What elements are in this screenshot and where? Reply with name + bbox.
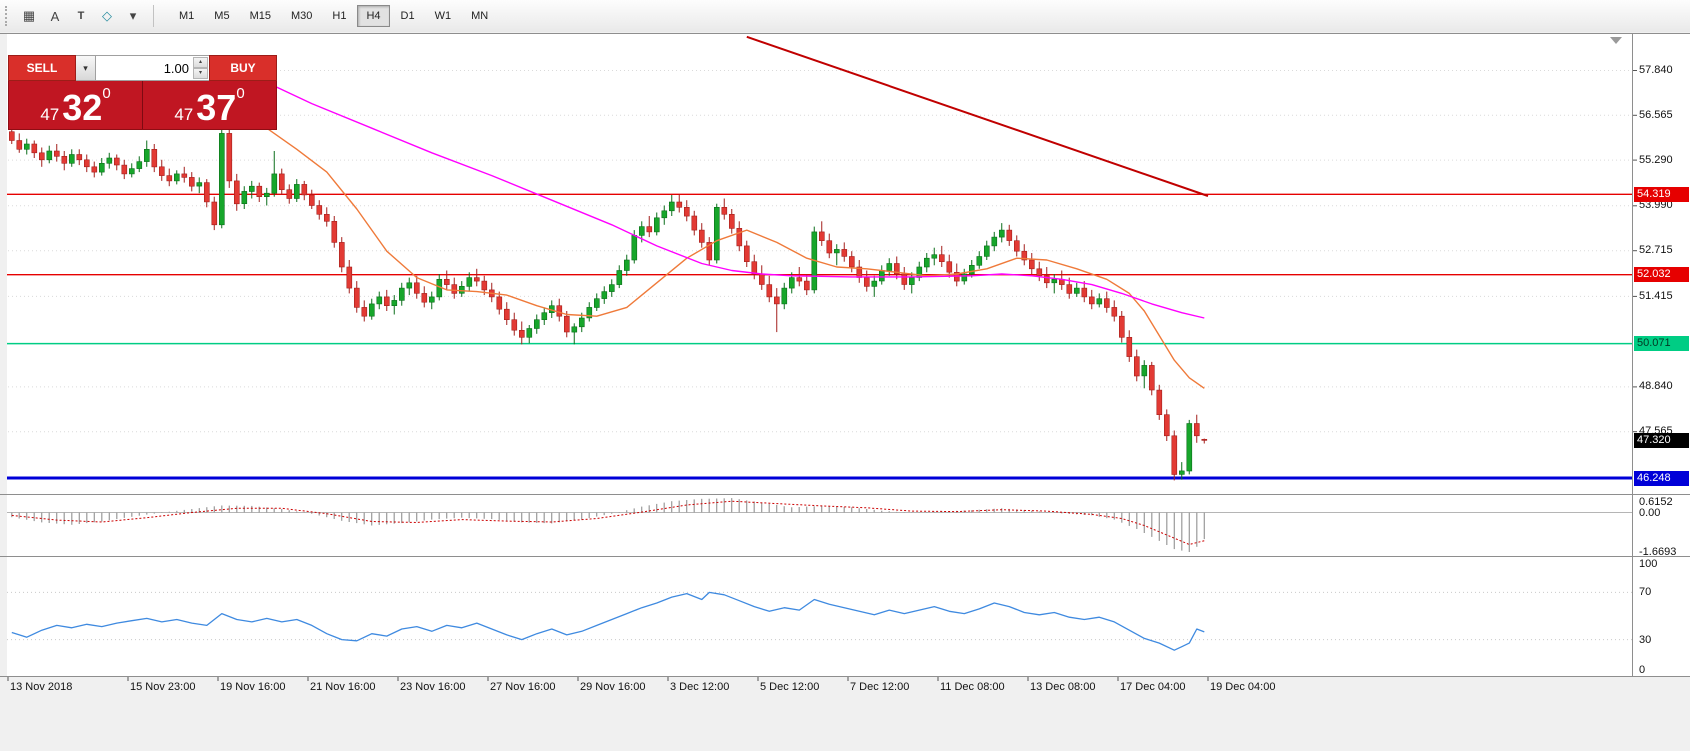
rsi-axis-label: 100 <box>1639 558 1658 570</box>
rsi-line <box>11 591 1205 651</box>
time-axis-label: 11 Dec 08:00 <box>940 681 1005 693</box>
chart-shift-marker[interactable] <box>1610 37 1622 44</box>
timeframe-button-m5[interactable]: M5 <box>205 5 238 27</box>
time-axis-label: 27 Nov 16:00 <box>490 681 556 693</box>
template-grid-icon[interactable]: ▦ <box>17 5 41 27</box>
time-axis-label: 17 Dec 04:00 <box>1120 681 1186 693</box>
ask-big-figure: 47 <box>174 105 194 124</box>
price-level-badge: 54.319 <box>1634 186 1689 202</box>
time-axis-label: 15 Nov 23:00 <box>130 681 196 693</box>
price-axis-label: 55.290 <box>1639 153 1673 166</box>
candles <box>9 114 1208 481</box>
time-axis-label: 23 Nov 16:00 <box>400 681 466 693</box>
price-axis-label: 48.840 <box>1639 380 1673 393</box>
rsi-axis-label: 70 <box>1639 586 1652 599</box>
volume-up-button[interactable]: ▴ <box>193 57 208 68</box>
timeframe-button-m30[interactable]: M30 <box>282 5 321 27</box>
macd-axis-label: 0.00 <box>1639 506 1661 519</box>
shapes-dropdown-icon[interactable]: ▾ <box>121 5 145 27</box>
price-axis[interactable] <box>1633 33 1690 676</box>
trendline <box>746 35 1209 197</box>
macd-axis-label: 0.6152 <box>1639 496 1673 508</box>
ma-slow-line <box>236 57 1205 319</box>
time-axis-label: 29 Nov 16:00 <box>580 681 646 693</box>
timeframe-button-m15[interactable]: M15 <box>241 5 280 27</box>
shapes-icon[interactable]: ◇ <box>95 5 119 27</box>
price-axis-label: 52.715 <box>1639 244 1673 257</box>
bid-pipette: 0 <box>102 85 111 102</box>
volume-input[interactable] <box>96 56 209 80</box>
timeframe-group: M1 M5 M15 M30 H1 H4 D1 W1 MN <box>169 5 498 27</box>
ma-fast-line <box>236 106 1205 389</box>
price-axis-label: 56.565 <box>1639 108 1673 121</box>
rsi-axis-label: 0 <box>1639 664 1646 676</box>
ask-price[interactable]: 47 37 0 <box>143 81 276 129</box>
volume-down-button[interactable]: ▾ <box>193 68 208 79</box>
rsi-axis-label: 30 <box>1639 633 1652 646</box>
price-axis-label: 53.990 <box>1639 199 1673 212</box>
time-axis-label: 3 Dec 12:00 <box>670 681 730 693</box>
time-axis-label: 7 Dec 12:00 <box>850 681 910 693</box>
time-axis-label: 19 Nov 16:00 <box>220 681 286 693</box>
volume-field: ▴ ▾ <box>96 55 209 81</box>
price-level-badge: 52.032 <box>1634 267 1689 283</box>
timeframe-button-h4[interactable]: H4 <box>357 5 390 27</box>
time-axis-label: 13 Nov 2018 <box>10 681 73 693</box>
ask-pips: 37 <box>196 87 237 128</box>
time-axis-label: 13 Dec 08:00 <box>1030 681 1096 693</box>
price-level-badge: 50.071 <box>1634 336 1689 352</box>
volume-spinner: ▴ ▾ <box>193 57 208 79</box>
price-level-badge: 47.320 <box>1634 432 1689 448</box>
time-axis-label: 19 Dec 04:00 <box>1210 681 1276 693</box>
macd-axis-label: -1.6693 <box>1639 546 1677 558</box>
timeframe-button-d1[interactable]: D1 <box>392 5 424 27</box>
text-label-icon[interactable]: A <box>43 5 67 27</box>
time-axis-label: 21 Nov 16:00 <box>310 681 376 693</box>
price-axis-label: 51.415 <box>1639 289 1673 302</box>
toolbar-grip[interactable] <box>5 6 11 26</box>
buy-button[interactable]: BUY <box>209 55 277 81</box>
ask-pipette: 0 <box>236 85 245 102</box>
timeframe-button-h1[interactable]: H1 <box>323 5 355 27</box>
price-axis-label: 57.840 <box>1639 64 1673 76</box>
bid-pips: 32 <box>62 87 103 128</box>
sell-button[interactable]: SELL <box>8 55 76 81</box>
text-tool-icon[interactable]: T <box>69 5 93 27</box>
time-axis-label: 5 Dec 12:00 <box>760 681 820 693</box>
drawing-tools-group: ▦ A T ◇ ▾ <box>16 5 146 27</box>
chevron-down-icon: ▾ <box>83 62 88 73</box>
timeframe-button-mn[interactable]: MN <box>462 5 497 27</box>
toolbar: ▦ A T ◇ ▾ M1 M5 M15 M30 H1 H4 D1 W1 MN <box>0 0 1690 32</box>
macd-signal-line <box>11 500 1205 546</box>
timeframe-button-w1[interactable]: W1 <box>426 5 461 27</box>
volume-dropdown-button[interactable]: ▾ <box>76 55 96 81</box>
bid-price[interactable]: 47 32 0 <box>9 81 143 129</box>
toolbar-separator <box>153 5 154 27</box>
price-level-badge: 46.248 <box>1634 470 1689 486</box>
bid-big-figure: 47 <box>40 105 60 124</box>
timeframe-button-m1[interactable]: M1 <box>170 5 203 27</box>
